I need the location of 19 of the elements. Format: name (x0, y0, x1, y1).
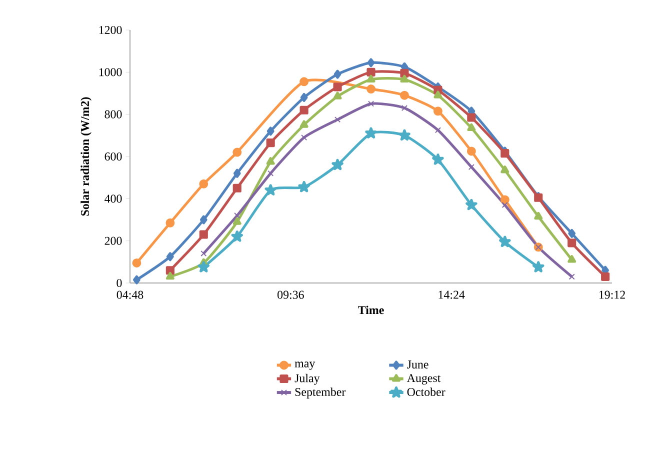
y-tick-label: 1200 (99, 26, 122, 34)
x-axis-title: Time (358, 306, 384, 314)
x-tick-label: 09:36 (278, 290, 304, 299)
legend-label: Augest (406, 374, 441, 385)
y-tick-label: 800 (104, 110, 122, 118)
y-tick-label: 0 (116, 278, 122, 288)
y-tick-label: 400 (104, 194, 122, 203)
legend-label: September (295, 388, 346, 398)
x-tick-label: 14:24 (438, 290, 465, 299)
y-axis-title: Solar radiation (W/m2) (80, 97, 92, 216)
legend-label: may (294, 362, 316, 370)
x-tick-label: 04:48 (116, 290, 144, 299)
y-tick-label: 200 (104, 236, 122, 245)
x-tick-label: 19:12 (599, 290, 625, 299)
legend-label: October (407, 388, 446, 396)
legend-label: June (407, 360, 428, 368)
y-tick-label: 600 (104, 152, 122, 161)
legend-label: Julay (294, 374, 320, 385)
y-tick-label: 1000 (99, 68, 122, 76)
